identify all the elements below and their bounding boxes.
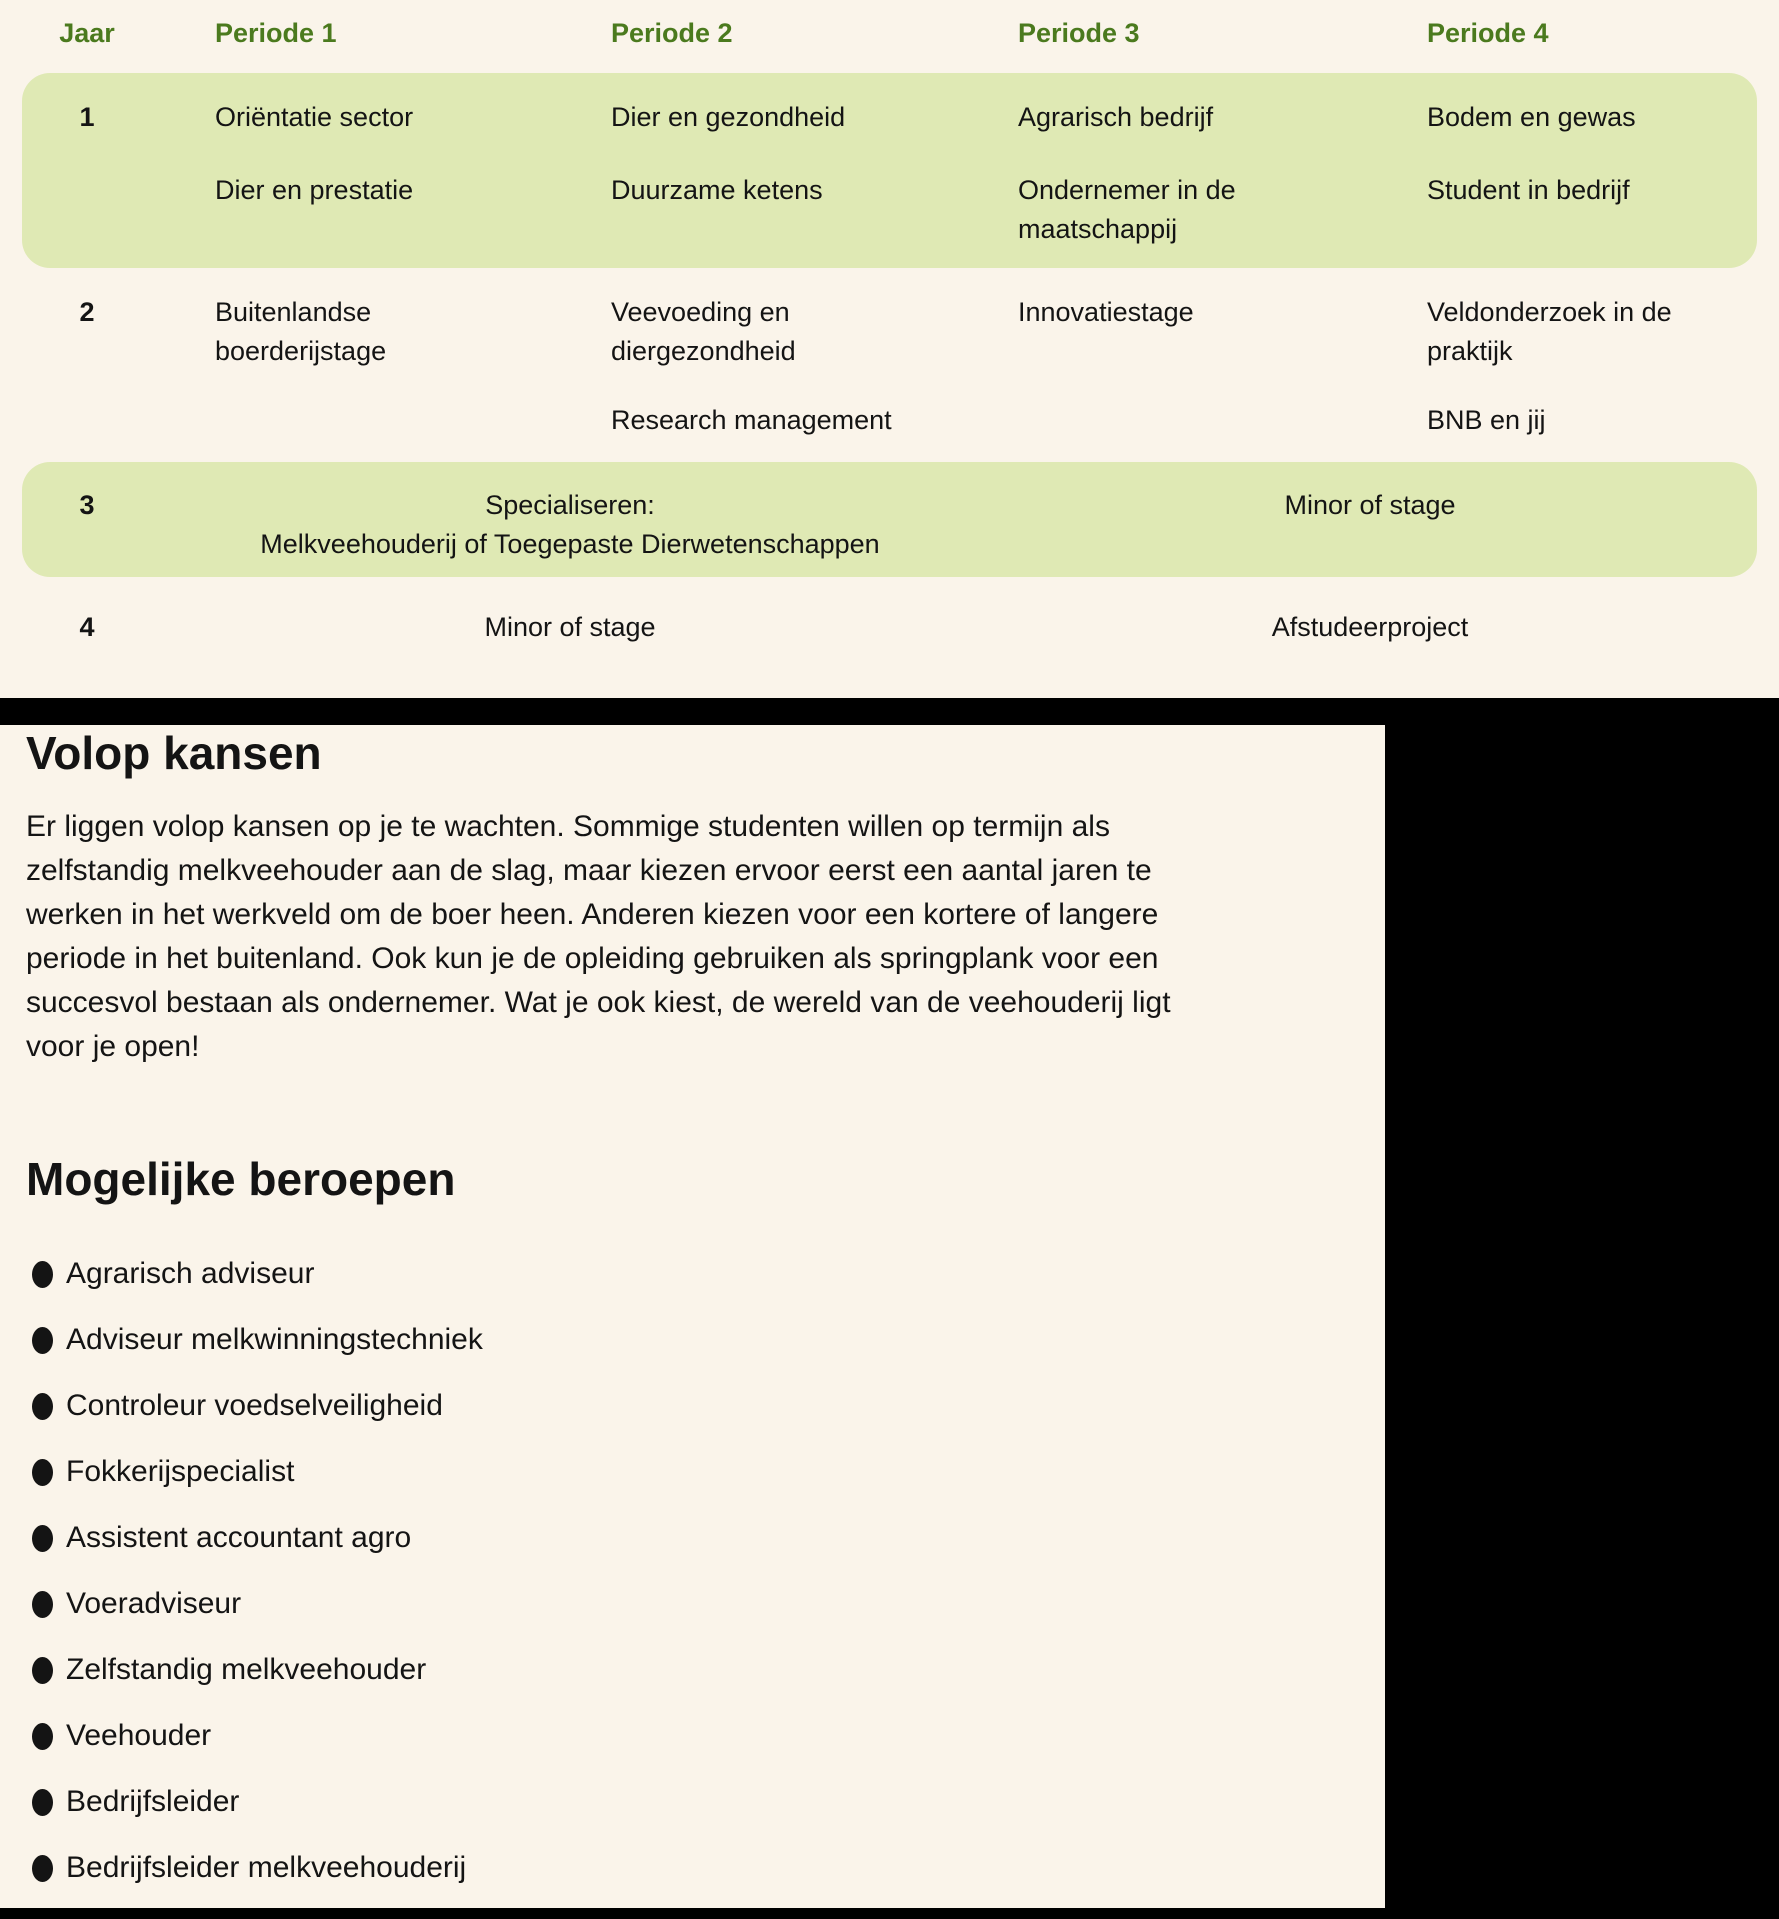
bullet-icon (32, 1656, 53, 1684)
list-item: Adviseur melkwinningstechniek (0, 1307, 1350, 1373)
cell-y1-p4-course1: Bodem en gewas (1427, 102, 1636, 132)
heading-volop-kansen: Volop kansen (26, 727, 322, 779)
bullet-icon (32, 1260, 53, 1288)
list-item-label: Controleur voedselveiligheid (66, 1389, 443, 1422)
cell-y1-p3-course2: Ondernemer in de maatschappij (1018, 175, 1236, 244)
cell-y2-p1-course1: Buitenlandse boerderijstage (215, 297, 387, 366)
column-header-jaar: Jaar (59, 18, 115, 48)
list-item: Fokkerijspecialist (0, 1439, 1350, 1505)
year4-number: 4 (79, 612, 95, 642)
list-item: Agrarisch adviseur (0, 1241, 1350, 1307)
kansen-paragraph: Er liggen volop kansen op je te wachten.… (26, 810, 1171, 1063)
list-item-label: Assistent accountant agro (66, 1521, 412, 1554)
cell-y2-p2-course1: Veevoeding en diergezondheid (611, 297, 796, 366)
list-item: Controleur voedselveiligheid (0, 1373, 1350, 1439)
list-item-label: Bedrijfsleider (66, 1785, 240, 1818)
column-header-periode1: Periode 1 (215, 18, 337, 48)
cell-y1-p2-course2: Duurzame ketens (611, 175, 823, 205)
cell-y3-minor-stage: Minor of stage (1284, 490, 1456, 520)
cell-y1-p4-course2: Student in bedrijf (1427, 175, 1630, 205)
cell-y1-p1-course2: Dier en prestatie (215, 175, 414, 205)
bullet-icon (32, 1524, 53, 1552)
list-item-label: Veehouder (66, 1719, 212, 1752)
curriculum-table: Jaar Periode 1 Periode 2 Periode 3 Perio… (0, 0, 1779, 698)
cell-y2-p4-course1: Veldonderzoek in de praktijk (1427, 297, 1672, 366)
list-item-label: Fokkerijspecialist (66, 1455, 295, 1488)
list-item-label: Bedrijfsleider melkveehouderij (66, 1851, 467, 1884)
cell-y2-p3-course1: Innovatiestage (1018, 297, 1194, 327)
list-item: Bedrijfsleider melkveehouderij (0, 1835, 1350, 1901)
list-item: Assistent accountant agro (0, 1505, 1350, 1571)
bullet-icon (32, 1392, 53, 1420)
column-header-periode2: Periode 2 (611, 18, 733, 48)
cell-y1-p1-course1: Oriëntatie sector (215, 102, 414, 132)
bullet-icon (32, 1458, 53, 1486)
list-item: Zelfstandig melkveehouder (0, 1637, 1350, 1703)
list-item: Voeradviseur (0, 1571, 1350, 1637)
year1-row-background (22, 73, 1757, 268)
bullet-icon (32, 1590, 53, 1618)
year2-number: 2 (79, 297, 95, 327)
bullet-icon (32, 1854, 53, 1882)
lower-section: Volop kansen Er liggen volop kansen op j… (0, 698, 1779, 1919)
column-header-periode4: Periode 4 (1427, 18, 1549, 48)
list-item-label: Agrarisch adviseur (66, 1257, 315, 1290)
cell-y1-p3-course1: Agrarisch bedrijf (1018, 102, 1214, 132)
bullet-icon (32, 1788, 53, 1816)
cell-y4-afstudeerproject: Afstudeerproject (1271, 612, 1469, 642)
bullet-icon (32, 1326, 53, 1354)
cell-y2-p4-course2: BNB en jij (1427, 405, 1546, 435)
list-item-label: Zelfstandig melkveehouder (66, 1653, 427, 1686)
cell-y3-specialisatie: Specialiseren: Melkveehouderij of Toegep… (260, 490, 880, 559)
year1-number: 1 (79, 102, 95, 132)
cell-y1-p2-course1: Dier en gezondheid (611, 102, 846, 132)
list-item-label: Voeradviseur (66, 1587, 242, 1620)
column-header-periode3: Periode 3 (1018, 18, 1140, 48)
cell-y4-minor-stage: Minor of stage (484, 612, 656, 642)
list-item-label: Adviseur melkwinningstechniek (66, 1323, 483, 1356)
year3-row-background (22, 462, 1757, 577)
cell-y2-p2-course2: Research management (611, 405, 892, 435)
year3-number: 3 (79, 490, 95, 520)
content-panel: Volop kansen Er liggen volop kansen op j… (0, 725, 1385, 1908)
beroepen-list: Agrarisch adviseur Adviseur melkwinnings… (0, 1241, 1350, 1901)
bullet-icon (32, 1722, 53, 1750)
heading-mogelijke-beroepen: Mogelijke beroepen (26, 1153, 456, 1205)
list-item: Veehouder (0, 1703, 1350, 1769)
list-item: Bedrijfsleider (0, 1769, 1350, 1835)
